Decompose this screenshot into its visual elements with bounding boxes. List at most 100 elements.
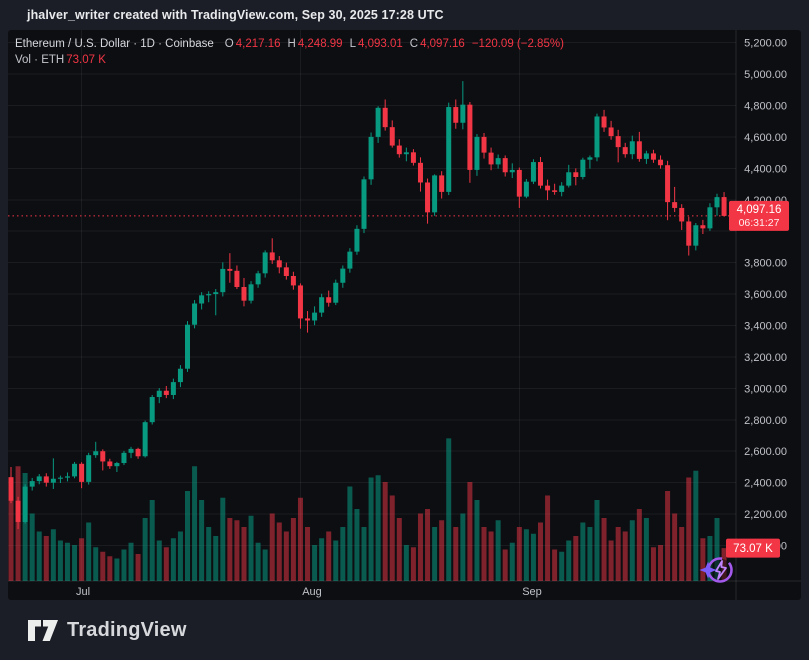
candle-body bbox=[636, 141, 642, 159]
candle-body bbox=[15, 500, 21, 522]
candle-body bbox=[43, 476, 49, 483]
volume-bar bbox=[530, 533, 536, 581]
candle-body bbox=[538, 162, 543, 186]
volume-badge-value: 73.07 K bbox=[733, 543, 773, 555]
legend-low-label: L bbox=[349, 38, 356, 50]
volume-bar bbox=[163, 547, 169, 581]
volume-badge bbox=[726, 538, 780, 558]
attribution-bar: jhalver_writer created with TradingView.… bbox=[0, 0, 809, 30]
volume-bar bbox=[382, 482, 388, 581]
candle-body bbox=[410, 152, 416, 163]
legend-symbol: Ethereum / U.S. Dollar · 1D · Coinbase bbox=[15, 38, 214, 50]
price-chart[interactable]: 5,200.00 5,000.00 4,800.00 4,600.00 4,400.00… bbox=[8, 30, 801, 600]
price-axis-label: 3,600.00 bbox=[744, 289, 787, 301]
volume-bar bbox=[700, 538, 706, 581]
legend-close-label: C bbox=[409, 38, 419, 50]
volume-bar bbox=[8, 486, 14, 581]
candle-body bbox=[100, 451, 106, 462]
volume-bar bbox=[354, 509, 360, 581]
price-axis-label: 2,400.00 bbox=[744, 478, 787, 490]
candle-body bbox=[276, 260, 282, 268]
candle-body bbox=[601, 116, 607, 128]
candle-body bbox=[79, 463, 85, 482]
candle-body bbox=[629, 141, 635, 155]
candle-body bbox=[721, 197, 727, 216]
volume-bar bbox=[192, 466, 198, 581]
candle-body bbox=[135, 448, 141, 457]
volume-bar bbox=[375, 475, 381, 581]
volume-bar bbox=[340, 527, 346, 581]
volume-bar bbox=[446, 438, 452, 581]
volume-bar bbox=[460, 513, 466, 581]
candle-body bbox=[199, 295, 205, 304]
price-axis-label: 4,400.00 bbox=[744, 163, 787, 175]
candle-body bbox=[396, 145, 402, 155]
candle-body bbox=[615, 136, 621, 148]
volume-bar bbox=[403, 545, 409, 581]
candle-body bbox=[474, 136, 480, 170]
price-axis-label: 3,800.00 bbox=[744, 258, 787, 270]
volume-bar bbox=[177, 531, 183, 581]
volume-bar bbox=[389, 495, 395, 581]
candle-body bbox=[354, 228, 360, 252]
volume-bar bbox=[255, 542, 261, 581]
candle-body bbox=[64, 476, 70, 478]
volume-bar bbox=[523, 529, 529, 581]
volume-bar bbox=[199, 500, 205, 581]
candle-body bbox=[707, 207, 713, 229]
candle-body bbox=[220, 268, 226, 293]
candle-body bbox=[679, 207, 685, 222]
volume-bar bbox=[495, 520, 501, 581]
volume-bar bbox=[149, 500, 155, 581]
volume-bar bbox=[107, 556, 113, 581]
candle-body bbox=[192, 303, 198, 325]
candle-body bbox=[283, 267, 289, 276]
candle-body bbox=[658, 159, 664, 166]
candle-body bbox=[8, 477, 14, 501]
candle-body bbox=[686, 221, 692, 246]
candle-body bbox=[50, 478, 56, 483]
candle-body bbox=[530, 162, 536, 182]
candle-body bbox=[495, 158, 501, 165]
candle-body bbox=[453, 107, 459, 123]
candle-body bbox=[255, 273, 261, 285]
candle-body bbox=[368, 136, 374, 180]
volume-bar bbox=[43, 536, 49, 581]
volume-bar bbox=[417, 513, 423, 581]
volume-bar bbox=[312, 545, 318, 581]
price-axis-label: 2,600.00 bbox=[744, 446, 787, 458]
volume-bar bbox=[234, 520, 240, 581]
candle-body bbox=[297, 285, 303, 319]
volume-bar bbox=[206, 527, 212, 581]
candle-body bbox=[467, 104, 473, 170]
candle-body bbox=[566, 172, 572, 186]
chart-panel: 5,200.00 5,000.00 4,800.00 4,600.00 4,400.00… bbox=[8, 30, 801, 600]
candle-body bbox=[177, 368, 183, 383]
price-axis-label: 5,200.00 bbox=[744, 38, 787, 50]
candle-body bbox=[305, 318, 311, 321]
volume-bar bbox=[665, 491, 671, 581]
candle-body bbox=[643, 153, 649, 159]
last-price-badge bbox=[729, 200, 789, 231]
volume-bar bbox=[220, 497, 226, 581]
volume-bar bbox=[283, 531, 289, 581]
lightning-circle-icon[interactable] bbox=[699, 557, 733, 583]
time-axis-month-label: Jul bbox=[76, 586, 90, 598]
time-axis-month-label: Sep bbox=[522, 586, 542, 598]
legend-high-value: 4,248.99 bbox=[297, 38, 343, 50]
price-axis-label: 4,800.00 bbox=[744, 100, 787, 112]
attribution-text: jhalver_writer created with TradingView.… bbox=[27, 8, 444, 22]
candle-body bbox=[312, 312, 318, 321]
candle-body bbox=[156, 390, 162, 398]
candle-body bbox=[665, 165, 671, 203]
volume-bar bbox=[64, 542, 70, 581]
volume-bar bbox=[686, 477, 692, 581]
volume-bar bbox=[636, 509, 642, 581]
footer: TradingView bbox=[0, 600, 809, 660]
volume-bar bbox=[587, 527, 593, 581]
volume-bar bbox=[439, 520, 445, 581]
volume-bar bbox=[100, 551, 106, 581]
candle-body bbox=[347, 251, 353, 269]
volume-bar bbox=[135, 554, 141, 581]
volume-bar bbox=[545, 495, 551, 581]
